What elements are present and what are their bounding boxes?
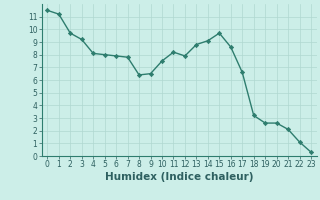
X-axis label: Humidex (Indice chaleur): Humidex (Indice chaleur): [105, 172, 253, 182]
